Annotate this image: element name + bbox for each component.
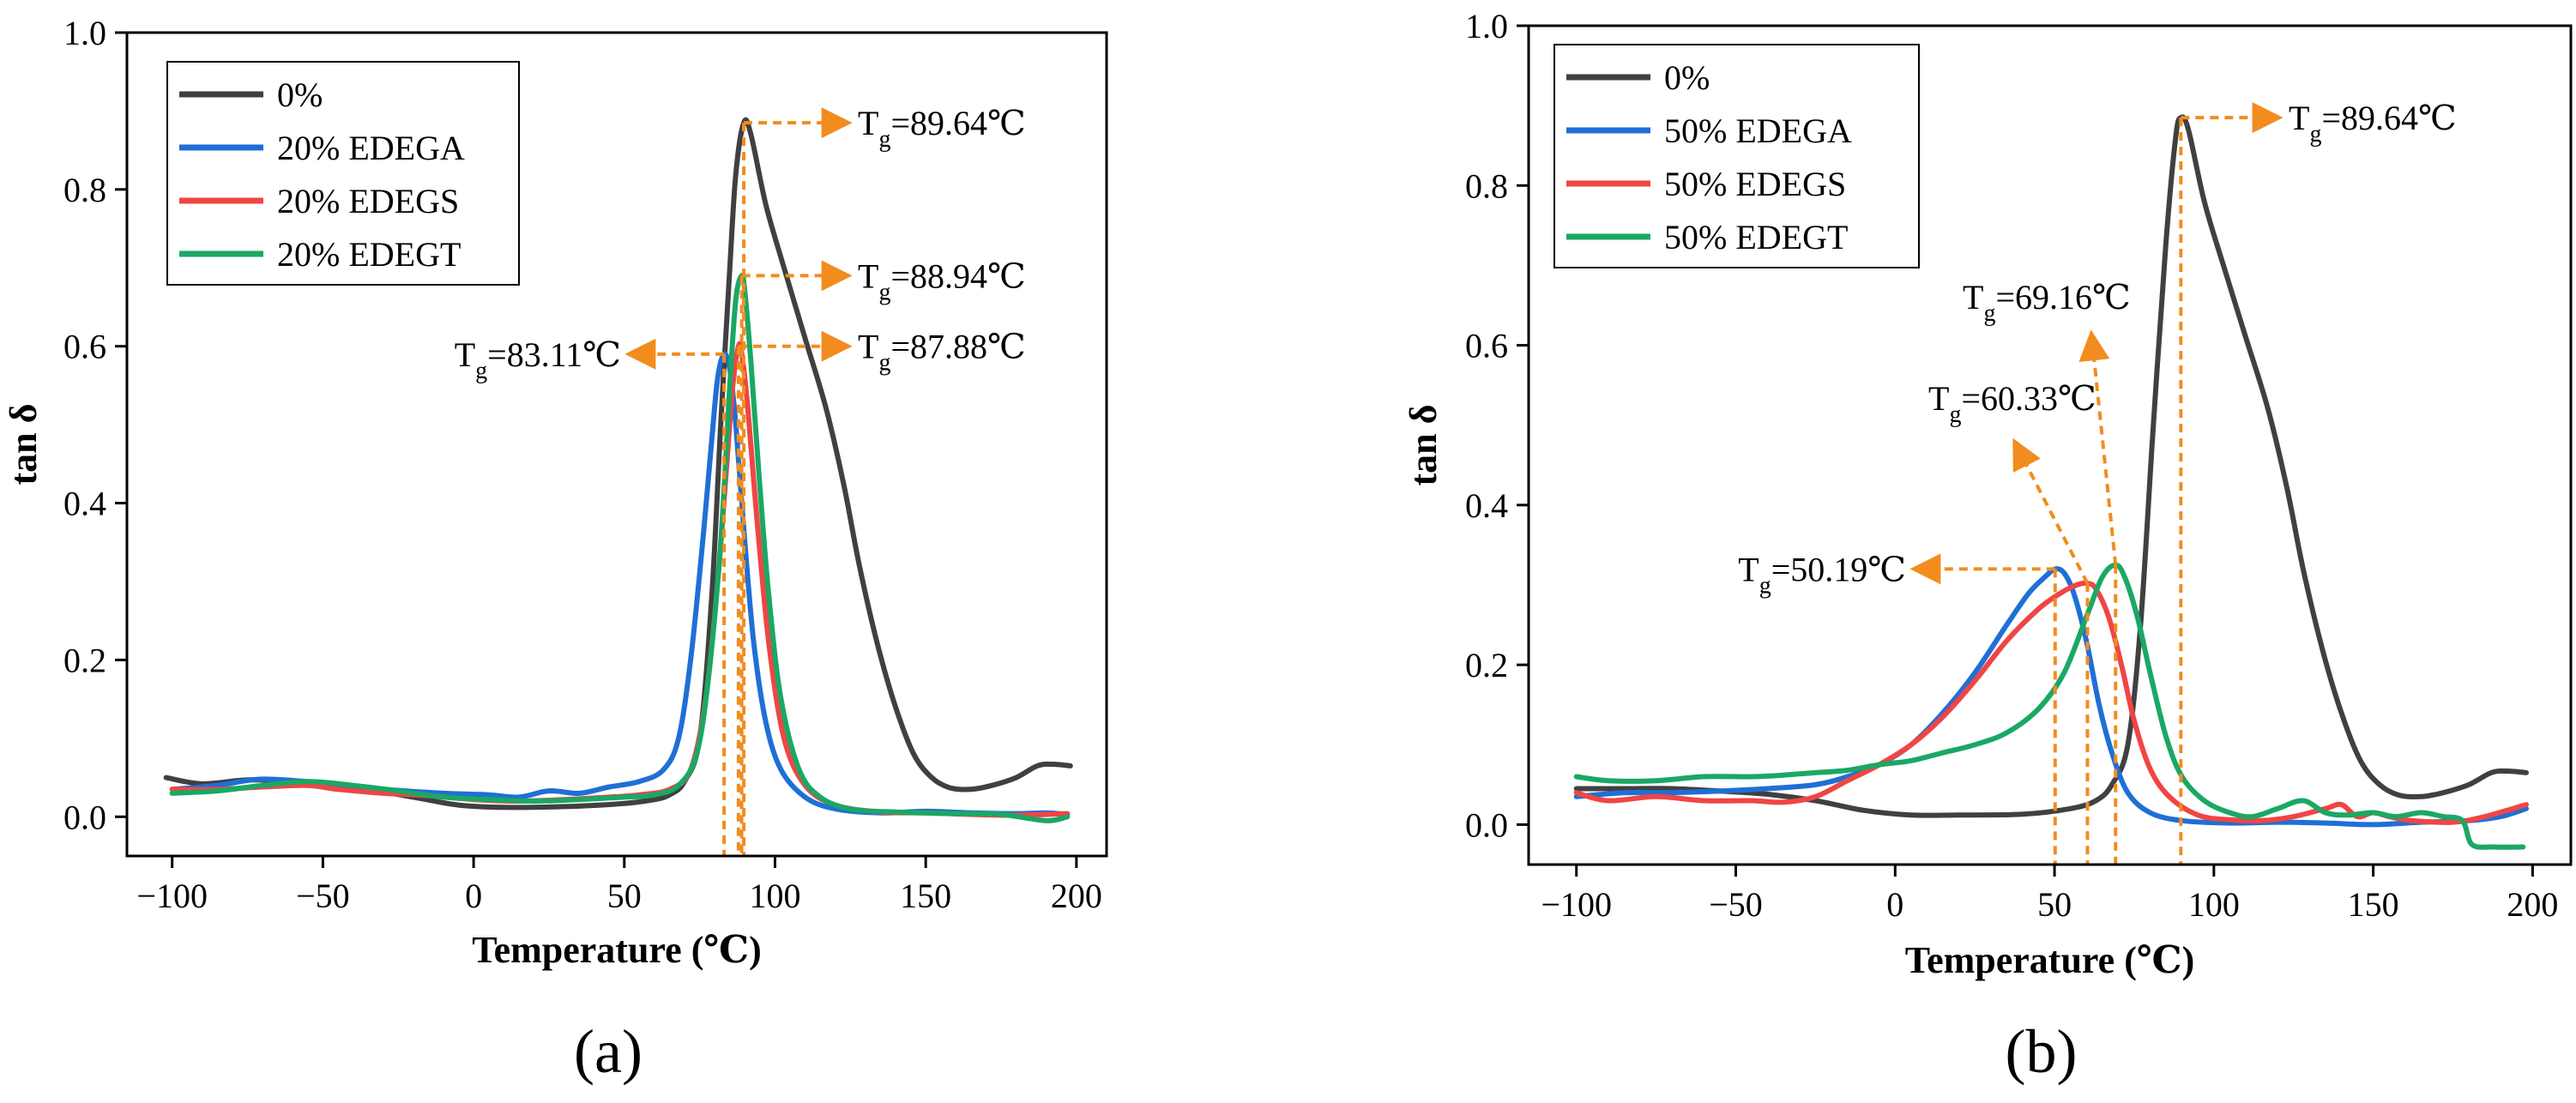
legend-entry: 0%: [277, 75, 323, 114]
panel-a: −100 −50 0 50 100 150 200 0.0 0.2 0.4 0.6 0.8 1.0 T…: [3, 14, 1108, 1086]
x-tick-label: −100: [1541, 885, 1612, 924]
y-tick-label: 0.6: [1465, 327, 1508, 365]
y-tick-label: 0.8: [1465, 166, 1508, 205]
legend-b: 0% 50% EDEGA 50% EDEGS 50% EDEGT: [1553, 44, 1920, 268]
legend-box-a: [166, 61, 520, 286]
x-tick-label: 0: [1886, 885, 1903, 924]
plot-frame-a: [125, 31, 1108, 858]
y-tick-label: 0.6: [63, 328, 106, 366]
x-tick-label: 100: [749, 877, 800, 915]
legend-a: 0% 20% EDEGA 20% EDEGS 20% EDEGT: [166, 61, 520, 286]
y-tick-label: 0.8: [63, 171, 106, 209]
panel-label-b: (b): [2006, 1017, 2078, 1086]
series-line-20-edega: [169, 351, 1071, 817]
x-axis-title-a: Temperature (℃): [472, 929, 761, 971]
tg-label: Tg=83.11℃: [455, 335, 621, 384]
y-tick-label: 0.2: [63, 641, 106, 679]
series-line-20-edegt: [169, 273, 1071, 823]
x-tick-label: 150: [2348, 885, 2399, 924]
y-axis-title-b: tan δ: [1403, 405, 1445, 486]
y-tick-label: 0.2: [1465, 646, 1508, 684]
tg-arrow: [2012, 437, 2090, 585]
series-group-b: [1573, 114, 2529, 850]
y-axis-ticks-b: 0.0 0.2 0.4 0.6 0.8 1.0: [1465, 7, 1529, 844]
y-axis-ticks-a: 0.0 0.2 0.4 0.6 0.8 1.0: [63, 14, 127, 836]
x-tick-label: 0: [465, 877, 482, 915]
x-tick-label: 200: [1051, 877, 1102, 915]
tg-label: Tg=87.88℃: [858, 328, 1026, 377]
y-tick-label: 0.4: [63, 485, 106, 523]
tg-arrow: [2078, 329, 2118, 565]
series-group-a: [163, 117, 1073, 823]
series-line-50-edega: [1573, 566, 2529, 828]
y-tick-label: 0.0: [63, 798, 106, 836]
series-line-50-edegs: [1573, 580, 2529, 825]
tg-label: Tg=89.64℃: [2289, 99, 2457, 148]
y-tick-label: 1.0: [63, 14, 106, 52]
y-tick-label: 0.4: [1465, 486, 1508, 525]
legend-entry: 50% EDEGA: [1664, 112, 1852, 150]
series-line-0: [163, 117, 1073, 811]
tg-label: Tg=69.16℃: [1963, 278, 2131, 327]
x-tick-label: 50: [2037, 885, 2072, 924]
x-tick-label: 50: [607, 877, 642, 915]
legend-entry: 20% EDEGT: [277, 235, 461, 274]
annotations-b: Tg=89.64℃ Tg=69.16℃ Tg=60.33℃ Tg=50.19℃: [1738, 99, 2457, 865]
tg-label: Tg=89.64℃: [858, 104, 1026, 153]
legend-box-b: [1553, 44, 1920, 268]
panel-label-a: (a): [574, 1017, 642, 1086]
tg-label: Tg=88.94℃: [858, 256, 1026, 305]
plot-frame-b: [1527, 24, 2573, 866]
series-line-50-edegt: [1573, 562, 2526, 850]
x-axis-ticks-b: −100 −50 0 50 100 150 200: [1541, 865, 2558, 924]
x-tick-label: −50: [1709, 885, 1763, 924]
legend-entry: 50% EDEGS: [1664, 165, 1846, 203]
annotations-a: Tg=89.64℃ Tg=88.94℃ Tg=87.88℃ Tg=83.11℃: [455, 104, 1026, 856]
tg-label: Tg=50.19℃: [1738, 550, 1906, 599]
tg-label: Tg=60.33℃: [1928, 379, 2096, 428]
panel-b: −100 −50 0 50 100 150 200 0.0 0.2 0.4 0.6 0.8 1.0 T…: [1403, 7, 2573, 1086]
legend-entry: 0%: [1664, 58, 1710, 97]
x-tick-label: −100: [136, 877, 208, 915]
legend-entry: 20% EDEGA: [277, 129, 465, 167]
y-tick-label: 0.0: [1465, 805, 1508, 844]
y-axis-title-a: tan δ: [3, 404, 45, 485]
x-axis-title-b: Temperature (℃): [1905, 939, 2194, 981]
series-line-0: [1573, 114, 2529, 818]
series-line-20-edegs: [169, 341, 1071, 818]
x-tick-label: 150: [900, 877, 951, 915]
x-tick-label: 100: [2188, 885, 2240, 924]
x-tick-label: 200: [2507, 885, 2558, 924]
legend-entry: 50% EDEGT: [1664, 218, 1848, 256]
legend-entry: 20% EDEGS: [277, 182, 459, 220]
y-tick-label: 1.0: [1465, 7, 1508, 45]
x-tick-label: −50: [296, 877, 350, 915]
x-axis-ticks-a: −100 −50 0 50 100 150 200: [136, 856, 1102, 915]
